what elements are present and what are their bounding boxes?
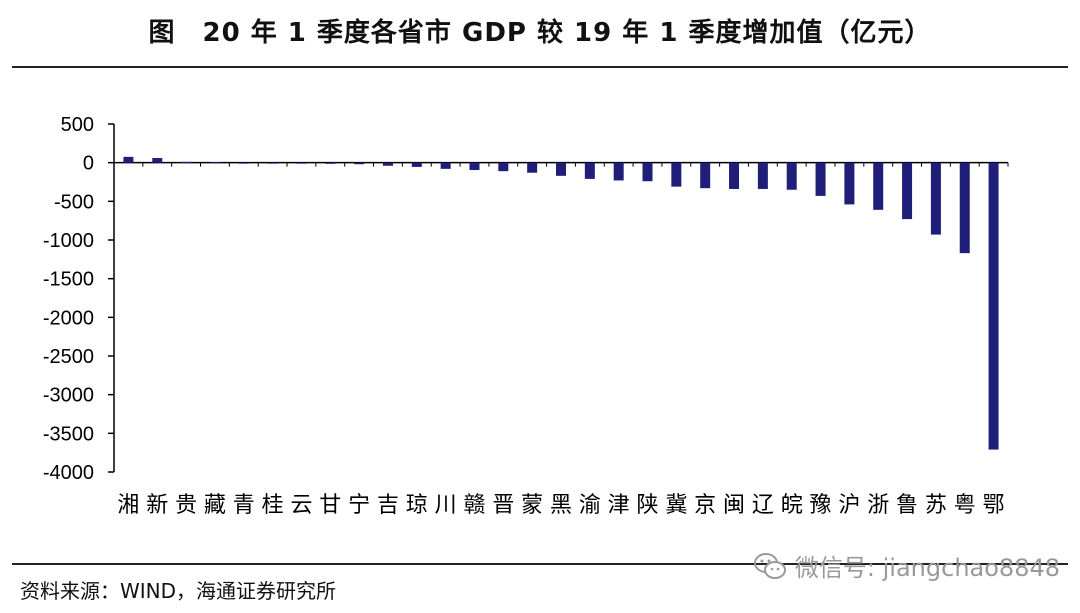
y-tick-label: -500	[54, 191, 94, 213]
bar-浙	[873, 162, 884, 210]
bar-闽	[729, 162, 740, 189]
x-tick-label: 青	[233, 493, 255, 518]
bar-赣	[469, 162, 480, 171]
bar-晋	[498, 162, 509, 172]
x-tick-label: 湘	[117, 493, 139, 518]
y-tick-label: 0	[83, 153, 94, 175]
bar-川	[440, 162, 451, 169]
source-note: 资料来源：WIND，海通证券研究所	[20, 579, 337, 603]
bar-桂	[267, 162, 278, 164]
x-tick-label: 闽	[723, 493, 745, 518]
x-tick-label: 黑	[550, 493, 572, 518]
bar-chart: 500 0 -500 -1000 -1500 -2000 -2500 -3000 -3500 -4…	[43, 114, 1009, 518]
x-tick-label: 鲁	[896, 493, 918, 518]
bar-辽	[757, 162, 768, 189]
wechat-icon	[753, 552, 786, 579]
x-tick-label: 琼	[406, 493, 428, 518]
bar-津	[613, 162, 624, 181]
bar-鲁	[902, 162, 913, 220]
x-tick-label: 桂	[262, 493, 284, 518]
x-tick-label: 云	[290, 493, 312, 518]
bar-藏	[209, 162, 220, 164]
x-tick-label: 赣	[463, 493, 485, 518]
y-tick-label: -3500	[43, 423, 94, 445]
bar-青	[238, 162, 249, 164]
x-tick-label: 晋	[492, 493, 514, 518]
y-tick-label: -2500	[43, 346, 94, 368]
x-tick-label: 渝	[579, 493, 601, 518]
y-tick-label: -3000	[43, 385, 94, 407]
x-tick-label: 宁	[348, 493, 370, 518]
x-tick-label: 辽	[752, 493, 774, 518]
bar-甘	[325, 162, 336, 164]
footer-divider	[12, 563, 1068, 565]
x-tick-label: 贵	[175, 493, 197, 518]
x-tick-label: 津	[608, 493, 630, 518]
x-tick-label: 川	[435, 493, 457, 518]
bar-新	[152, 158, 163, 163]
title-divider	[12, 66, 1068, 68]
x-tick-label: 粤	[954, 493, 976, 518]
bar-黑	[556, 162, 566, 176]
watermark: 微信号: jiangchao8848	[753, 548, 1060, 583]
bar-鄂	[988, 162, 999, 450]
x-tick-label: 皖	[781, 493, 803, 518]
x-tick-label: 浙	[867, 493, 889, 518]
y-tick-label: -2000	[43, 307, 94, 329]
bar-苏	[930, 162, 941, 235]
x-tick-label: 京	[694, 493, 716, 518]
bar-湘	[123, 156, 134, 163]
bar-豫	[815, 162, 826, 196]
x-tick-label: 陕	[637, 493, 659, 518]
bar-沪	[844, 162, 855, 205]
y-tick-label: -4000	[43, 462, 94, 484]
bar-吉	[382, 162, 393, 166]
x-tick-label: 新	[146, 493, 168, 518]
y-tick-label: -1000	[43, 230, 94, 252]
bar-渝	[584, 162, 595, 179]
watermark-text: 微信号: jiangchao8848	[794, 554, 1060, 582]
bar-贵	[181, 161, 192, 163]
x-tick-label: 冀	[665, 493, 687, 518]
y-tick-label: -1500	[43, 269, 94, 291]
x-tick-label: 沪	[838, 493, 860, 518]
x-tick-label: 蒙	[521, 493, 543, 518]
x-tick-label: 吉	[377, 493, 399, 518]
x-tick-label: 苏	[925, 493, 947, 518]
bar-冀	[671, 162, 682, 187]
bar-琼	[411, 162, 422, 167]
y-tick-label: 500	[61, 114, 94, 136]
x-tick-label: 藏	[204, 493, 226, 518]
bar-粤	[959, 162, 970, 254]
chart-title: 图 20 年 1 季度各省市 GDP 较 19 年 1 季度增加值（亿元）	[148, 18, 932, 48]
bar-蒙	[527, 162, 538, 173]
x-tick-label: 鄂	[983, 493, 1005, 518]
bar-皖	[786, 162, 797, 190]
bar-京	[700, 162, 711, 189]
x-tick-label: 豫	[810, 493, 832, 518]
x-tick-label: 甘	[319, 493, 341, 518]
bar-宁	[354, 162, 365, 165]
bar-云	[296, 162, 307, 164]
bar-陕	[642, 162, 653, 182]
